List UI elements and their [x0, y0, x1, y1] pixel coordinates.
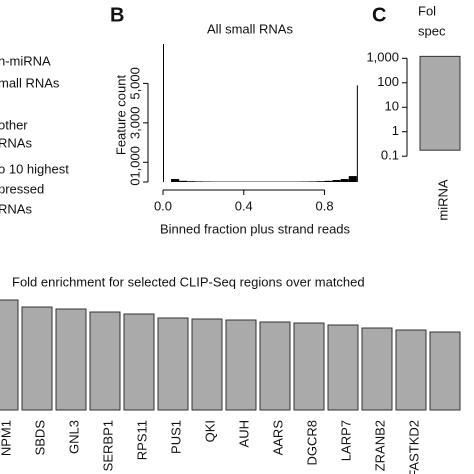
- y-tick-label: 5,000: [127, 67, 142, 100]
- x-axis-label: Binned fraction plus strand reads: [160, 221, 351, 236]
- x-tick-label: LARP7: [338, 420, 353, 461]
- bar: [55, 308, 87, 411]
- y-tick-label: 10: [385, 99, 399, 114]
- x-tick-label: SERBP1: [100, 420, 115, 471]
- chart-title: Fol: [418, 3, 436, 18]
- y-tick-label: 1,000: [127, 146, 142, 179]
- legend-text: o 10 highest: [0, 161, 69, 176]
- y-axis-label: Feature count: [113, 75, 128, 156]
- y-tick-label: 0.1: [381, 148, 399, 163]
- histogram-bar: [187, 181, 196, 182]
- x-tick-label: 0.8: [315, 198, 333, 213]
- legend-text: RNAs: [0, 135, 32, 150]
- x-tick-label: miRNA: [435, 179, 450, 220]
- panel-label: C: [372, 4, 386, 26]
- bar: [191, 318, 223, 411]
- bar: [123, 313, 155, 411]
- histogram-bar: [324, 180, 333, 182]
- y-tick-label: 3,000: [127, 107, 142, 140]
- x-tick-label: 0.4: [235, 198, 253, 213]
- histogram-bar: [316, 181, 325, 182]
- legend-text: n-miRNA: [0, 53, 51, 68]
- legend-text: pressed: [0, 181, 44, 196]
- x-tick-label: AUH: [236, 420, 251, 447]
- bar: [225, 319, 257, 411]
- legend-text: RNAs: [0, 201, 32, 216]
- legend-text: other: [0, 117, 28, 132]
- x-tick-label: FASTKD2: [406, 420, 421, 474]
- histogram-bar: [179, 180, 188, 182]
- x-tick-label: NPM1: [0, 420, 13, 456]
- bar: [157, 317, 189, 411]
- x-tick-label: SBDS: [32, 420, 47, 456]
- x-tick-label: RPS11: [134, 420, 149, 460]
- x-tick-label: AARS: [270, 420, 285, 456]
- y-tick-label: 1,000: [366, 50, 399, 65]
- histogram-bar: [356, 85, 358, 182]
- bar: [259, 321, 291, 411]
- x-tick-label: DGCR8: [304, 420, 319, 466]
- bar: [361, 327, 393, 411]
- histogram-bar: [195, 181, 204, 182]
- x-tick-label: ZRANB2: [372, 420, 387, 471]
- histogram-bar: [308, 181, 317, 182]
- histogram-bar: [348, 176, 357, 182]
- y-tick-label: 100: [377, 74, 399, 89]
- histogram-bar: [332, 180, 341, 182]
- bar: [327, 324, 359, 411]
- chart-title: spec: [418, 23, 446, 38]
- x-tick-label: GNL3: [66, 420, 81, 454]
- chart-title: All small RNAs: [207, 21, 293, 36]
- x-tick-label: 0.0: [154, 198, 172, 213]
- x-tick-label: PUS1: [168, 420, 183, 454]
- bar: [21, 306, 53, 411]
- x-tick-label: QKI: [202, 420, 217, 442]
- y-tick-label: 0: [127, 178, 142, 185]
- bar: [293, 322, 325, 411]
- bar: [89, 311, 121, 411]
- histogram-bar: [171, 179, 180, 182]
- bar: [0, 299, 19, 411]
- legend-text: mall RNAs: [0, 75, 60, 90]
- histogram-bar: [340, 179, 349, 182]
- bar: [395, 329, 427, 411]
- histogram-bar: [163, 43, 164, 182]
- y-tick-label: 1: [392, 123, 399, 138]
- panel-label: B: [110, 4, 124, 26]
- chart-title: Fold enrichment for selected CLIP-Seq re…: [12, 274, 365, 289]
- bar: [419, 55, 461, 151]
- bar: [429, 331, 461, 411]
